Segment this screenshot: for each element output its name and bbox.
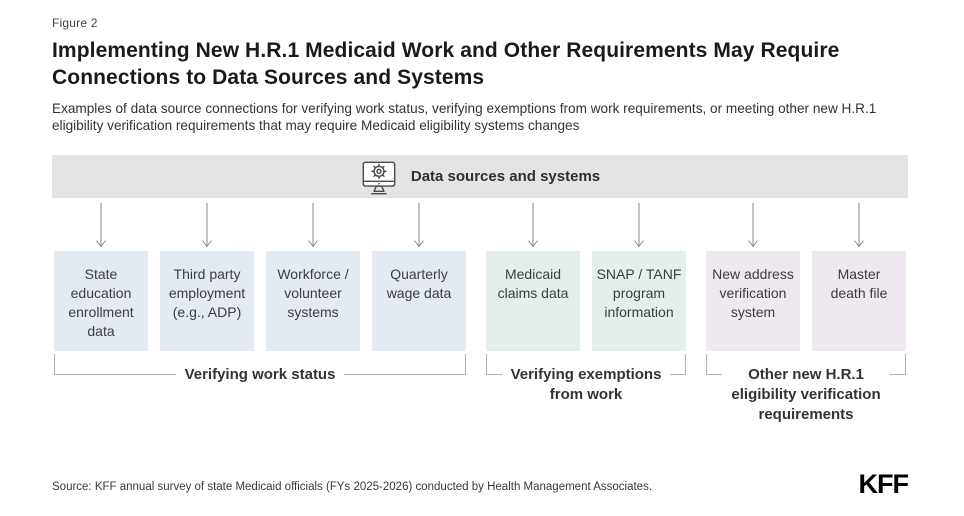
bracket-line: [670, 354, 687, 375]
box-medicaid-claims-data: Medicaid claims data: [486, 251, 580, 351]
figure-subtitle: Examples of data source connections for …: [52, 101, 877, 133]
down-arrow-icon: [372, 202, 466, 250]
bracket-line: [889, 354, 907, 375]
box-third-party-employment: Third party employment (e.g., ADP): [160, 251, 254, 351]
down-arrow-icon: [706, 202, 800, 250]
brackets-row: Verifying work status Verifying exemptio…: [52, 354, 908, 425]
arrow-group-work-status: [54, 202, 466, 250]
bracket-verifying-exemptions: Verifying exemptions from work: [486, 354, 687, 425]
bracket-line: [486, 354, 502, 375]
figure-footer: Source: KFF annual survey of state Medic…: [52, 469, 909, 499]
bracket-line: [344, 354, 467, 375]
bracket-label-other-requirements: Other new H.R.1 eligibility verification…: [731, 366, 881, 423]
down-arrow-icon: [160, 202, 254, 250]
bracket-line: [54, 354, 176, 375]
box-group-other: New address verification system Master d…: [706, 251, 906, 351]
box-workforce-volunteer-systems: Workforce / volunteer systems: [266, 251, 360, 351]
box-state-education-enrollment-data: State education enrollment data: [54, 251, 148, 351]
box-new-address-verification-system: New address verification system: [706, 251, 800, 351]
box-group-work-status: State education enrollment data Third pa…: [54, 251, 466, 351]
down-arrow-icon: [54, 202, 148, 250]
bracket-verifying-work-status: Verifying work status: [54, 354, 467, 425]
bracket-label-verifying-work-status: Verifying work status: [184, 366, 336, 383]
box-master-death-file: Master death file: [812, 251, 906, 351]
kff-logo: KFF: [858, 469, 909, 499]
figure-number: Figure 2: [52, 16, 98, 30]
down-arrow-icon: [266, 202, 360, 250]
down-arrow-icon: [486, 202, 580, 250]
figure-title: Implementing New H.R.1 Medicaid Work and…: [52, 37, 908, 91]
box-group-exemptions: Medicaid claims data SNAP / TANF program…: [486, 251, 686, 351]
bracket-label-verifying-exemptions: Verifying exemptions from work: [510, 366, 662, 403]
box-snap-tanf-program-information: SNAP / TANF program information: [592, 251, 686, 351]
data-sources-header-bar: Data sources and systems: [52, 155, 908, 198]
data-sources-header-label: Data sources and systems: [410, 168, 601, 185]
arrow-group-exemptions: [486, 202, 686, 250]
boxes-row: State education enrollment data Third pa…: [52, 251, 908, 351]
bracket-line: [706, 354, 723, 375]
down-arrow-icon: [592, 202, 686, 250]
arrow-group-other: [706, 202, 906, 250]
down-arrow-icon: [812, 202, 906, 250]
box-quarterly-wage-data: Quarterly wage data: [372, 251, 466, 351]
figure-title-line1: Implementing New H.R.1 Medicaid Work and…: [52, 39, 840, 62]
bracket-other-requirements: Other new H.R.1 eligibility verification…: [706, 354, 907, 425]
figure-title-line2: Connections to Data Sources and Systems: [52, 66, 485, 89]
monitor-gear-icon: [360, 159, 398, 197]
source-note: Source: KFF annual survey of state Medic…: [52, 481, 653, 493]
arrows-row: [52, 202, 908, 250]
